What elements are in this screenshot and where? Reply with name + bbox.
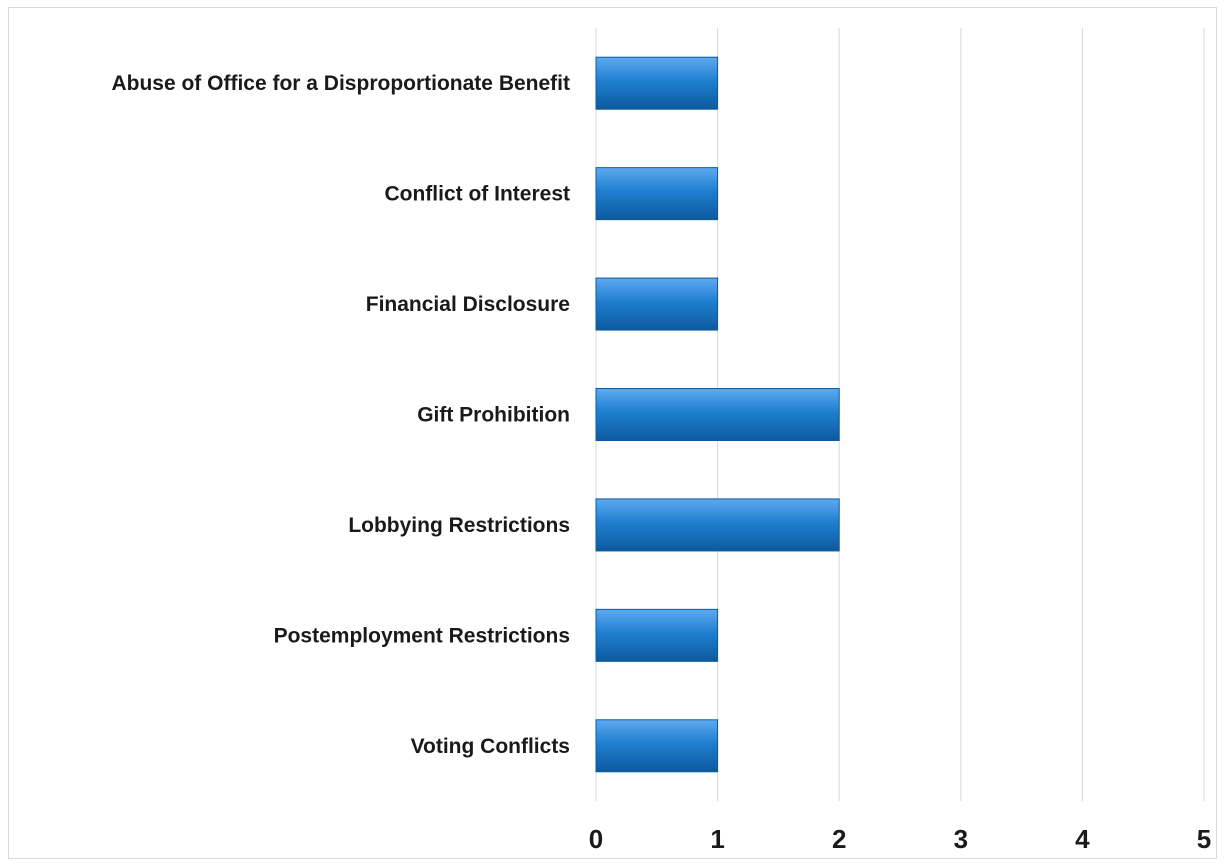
category-label: Postemployment Restrictions <box>274 624 570 647</box>
category-label: Conflict of Interest <box>384 183 570 206</box>
bar <box>596 389 839 441</box>
bar <box>596 168 718 220</box>
x-tick-label: 1 <box>710 824 724 854</box>
category-label: Gift Prohibition <box>417 404 570 427</box>
bar <box>596 57 718 109</box>
x-tick-label: 4 <box>1075 824 1090 854</box>
x-tick-label: 5 <box>1197 824 1211 854</box>
bar <box>596 720 718 772</box>
x-axis-tick-labels: 0 1 2 3 4 5 <box>589 824 1211 854</box>
x-tick-label: 2 <box>832 824 846 854</box>
bar <box>596 609 718 661</box>
x-tick-label: 3 <box>954 824 968 854</box>
x-tick-label: 0 <box>589 824 603 854</box>
category-labels: Abuse of Office for a Disproportionate B… <box>111 72 570 758</box>
category-label: Financial Disclosure <box>366 293 570 316</box>
category-label: Voting Conflicts <box>411 735 570 758</box>
bar <box>596 278 718 330</box>
bar <box>596 499 839 551</box>
category-label: Lobbying Restrictions <box>348 514 570 537</box>
category-label: Abuse of Office for a Disproportionate B… <box>111 72 570 95</box>
